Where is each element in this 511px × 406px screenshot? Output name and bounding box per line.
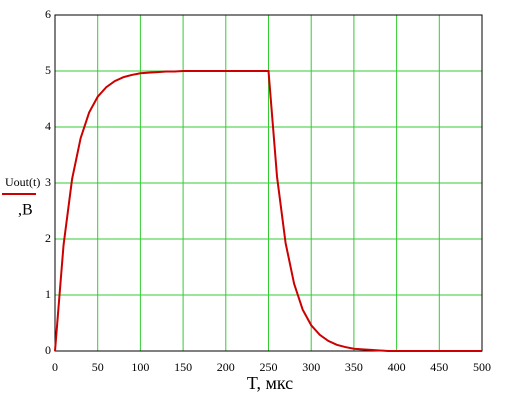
x-tick-label: 0 [52,360,58,374]
x-tick-label: 250 [260,360,278,374]
y-tick-label: 2 [45,231,51,245]
y-tick-label: 0 [45,343,51,357]
y-tick-label: 3 [45,175,51,189]
x-tick-label: 50 [92,360,104,374]
legend-label: Uout(t) [5,175,40,189]
x-tick-label: 400 [388,360,406,374]
x-tick-label: 150 [174,360,192,374]
x-tick-label: 100 [131,360,149,374]
plot-frame [54,14,483,352]
y-tick-label: 4 [45,119,51,133]
y-axis-label: ,B [18,202,33,219]
x-tick-label: 350 [345,360,363,374]
x-axis-label: T, мкс [247,373,293,393]
x-tick-label: 200 [217,360,235,374]
y-tick-label: 5 [45,63,51,77]
y-tick-label: 6 [45,7,51,21]
x-tick-label: 500 [473,360,491,374]
data-line [54,70,482,352]
x-tick-label: 450 [430,360,448,374]
x-tick-label: 300 [302,360,320,374]
y-tick-label: 1 [45,287,51,301]
